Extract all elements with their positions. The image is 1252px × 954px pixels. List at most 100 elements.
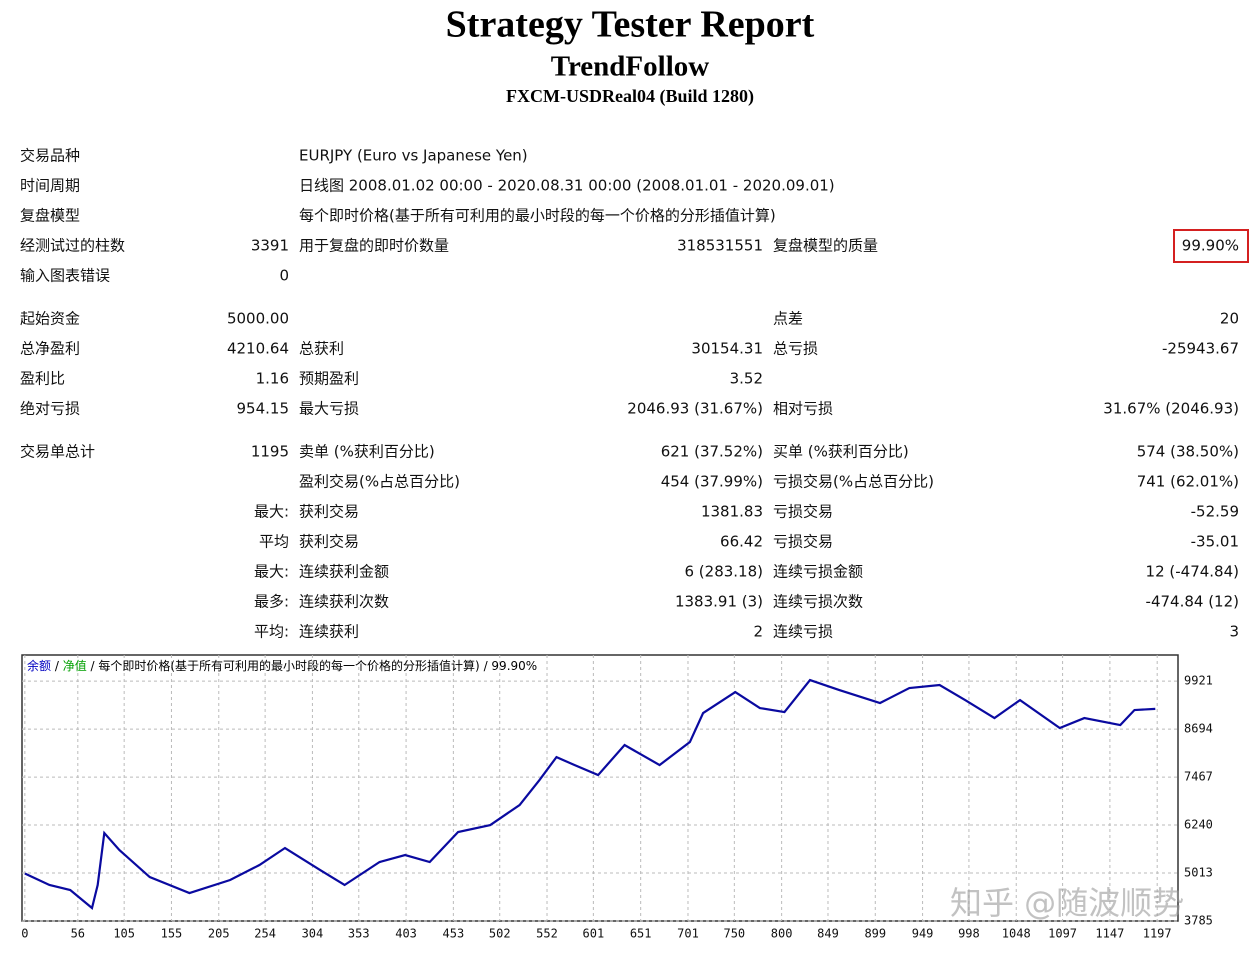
- report-subtitle: TrendFollow: [551, 51, 709, 83]
- table-cell: 总获利: [299, 340, 344, 358]
- table-cell: 66.42: [720, 533, 763, 551]
- x-tick-label: 56: [71, 927, 85, 941]
- table-cell: 盈利比: [20, 370, 65, 388]
- table-cell: 1195: [251, 443, 289, 461]
- table-cell: 总净盈利: [20, 340, 80, 358]
- y-tick-label: 8694: [1184, 722, 1213, 736]
- table-cell: 2046.93 (31.67%): [627, 400, 763, 418]
- x-tick-label: 651: [630, 927, 652, 941]
- x-tick-label: 105: [113, 927, 135, 941]
- x-tick-label: 502: [489, 927, 511, 941]
- x-tick-label: 353: [348, 927, 370, 941]
- table-cell: 连续亏损次数: [773, 593, 863, 611]
- table-cell: 4210.64: [227, 340, 289, 358]
- y-tick-label: 7467: [1184, 770, 1213, 784]
- x-tick-label: 701: [677, 927, 699, 941]
- table-cell: 亏损交易: [773, 503, 833, 521]
- table-cell: 平均: [259, 533, 289, 551]
- balance-line: [24, 678, 1156, 910]
- table-cell: 连续亏损金额: [773, 563, 863, 581]
- x-tick-label: 1048: [1002, 927, 1031, 941]
- table-cell: 99.90%: [1182, 237, 1239, 255]
- table-cell: 交易单总计: [20, 443, 95, 461]
- table-cell: 平均:: [254, 623, 289, 641]
- highlight-box: [1173, 229, 1249, 263]
- legend-item: 净值: [63, 658, 87, 673]
- table-cell: -474.84 (12): [1146, 593, 1239, 611]
- table-cell: 454 (37.99%): [661, 473, 763, 491]
- table-cell: 31.67% (2046.93): [1103, 400, 1239, 418]
- x-tick-label: 750: [723, 927, 745, 941]
- x-tick-label: 403: [395, 927, 417, 941]
- legend-separator: /: [480, 659, 492, 673]
- table-cell: 3.52: [730, 370, 763, 388]
- x-tick-label: 949: [912, 927, 934, 941]
- y-tick-label: 5013: [1184, 865, 1213, 879]
- table-cell: 连续获利: [299, 623, 359, 641]
- table-cell: 起始资金: [20, 310, 80, 328]
- table-cell: 连续亏损: [773, 623, 833, 641]
- watermark: 知乎 @随波顺势: [950, 884, 1184, 922]
- x-tick-label: 601: [583, 927, 605, 941]
- table-cell: 1381.83: [701, 503, 763, 521]
- x-tick-label: 800: [771, 927, 793, 941]
- table-cell: 最多:: [254, 593, 289, 611]
- x-tick-label: 205: [208, 927, 230, 941]
- table-cell: 相对亏损: [773, 400, 833, 418]
- table-cell: 日线图 2008.01.02 00:00 - 2020.08.31 00:00 …: [299, 177, 835, 195]
- table-cell: 12 (-474.84): [1146, 563, 1239, 581]
- table-cell: -35.01: [1191, 533, 1239, 551]
- table-cell: 买单 (%获利百分比): [773, 443, 909, 461]
- x-tick-label: 552: [536, 927, 558, 941]
- y-tick-label: 3785: [1184, 914, 1213, 928]
- x-tick-label: 1197: [1143, 927, 1172, 941]
- table-cell: EURJPY (Euro vs Japanese Yen): [299, 147, 528, 165]
- table-cell: 30154.31: [691, 340, 763, 358]
- table-cell: 连续获利金额: [299, 563, 389, 581]
- legend-item: 99.90%: [491, 659, 537, 673]
- table-cell: 绝对亏损: [20, 400, 80, 418]
- table-cell: 0: [279, 267, 289, 285]
- table-cell: -52.59: [1191, 503, 1239, 521]
- table-cell: 获利交易: [299, 533, 359, 551]
- x-tick-label: 1147: [1095, 927, 1124, 941]
- table-cell: 总亏损: [773, 340, 818, 358]
- table-cell: 318531551: [677, 237, 763, 255]
- table-cell: -25943.67: [1162, 340, 1239, 358]
- x-tick-label: 899: [864, 927, 886, 941]
- table-cell: 时间周期: [20, 177, 80, 195]
- table-cell: 经测试过的柱数: [20, 237, 125, 255]
- table-cell: 954.15: [237, 400, 290, 418]
- table-cell: 用于复盘的即时价数量: [299, 237, 449, 255]
- x-tick-label: 998: [958, 927, 980, 941]
- table-cell: 1.16: [256, 370, 289, 388]
- legend-separator: /: [87, 659, 99, 673]
- table-cell: 输入图表错误: [20, 267, 110, 285]
- x-tick-label: 453: [443, 927, 465, 941]
- x-tick-label: 254: [254, 927, 276, 941]
- table-cell: 最大:: [254, 503, 289, 521]
- report-server: FXCM-USDReal04 (Build 1280): [506, 86, 754, 107]
- x-tick-label: 849: [817, 927, 839, 941]
- x-tick-label: 0: [21, 927, 28, 941]
- chart-frame: [21, 654, 1179, 922]
- legend-separator: /: [51, 659, 63, 673]
- table-cell: 1383.91 (3): [675, 593, 763, 611]
- table-cell: 6 (283.18): [684, 563, 763, 581]
- table-cell: 最大:: [254, 563, 289, 581]
- legend-item: 余额: [27, 658, 51, 673]
- table-cell: 亏损交易: [773, 533, 833, 551]
- table-cell: 最大亏损: [299, 400, 359, 418]
- chart-legend: 余额 / 净值 / 每个即时价格(基于所有可利用的最小时段的每一个价格的分形插值…: [27, 658, 537, 673]
- report-title: Strategy Tester Report: [446, 4, 815, 46]
- table-cell: 复盘模型的质量: [773, 237, 878, 255]
- x-tick-label: 304: [302, 927, 324, 941]
- table-cell: 点差: [773, 310, 803, 328]
- table-cell: 621 (37.52%): [661, 443, 763, 461]
- table-cell: 连续获利次数: [299, 593, 389, 611]
- table-cell: 2: [753, 623, 763, 641]
- table-cell: 574 (38.50%): [1137, 443, 1239, 461]
- table-cell: 741 (62.01%): [1137, 473, 1239, 491]
- legend-item: 每个即时价格(基于所有可利用的最小时段的每一个价格的分形插值计算): [98, 658, 479, 673]
